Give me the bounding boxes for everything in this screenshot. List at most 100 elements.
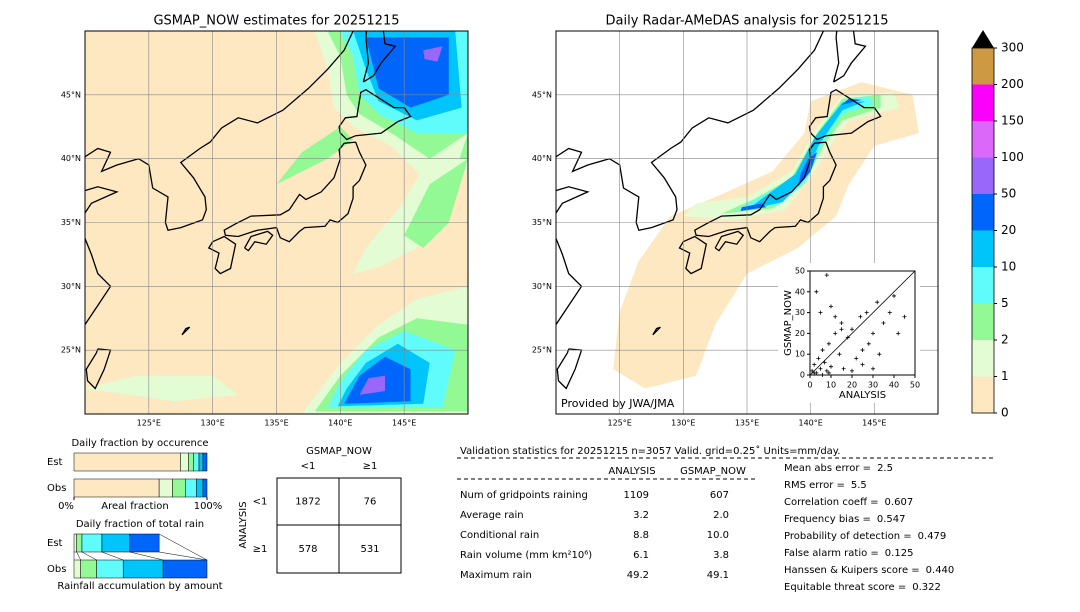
- x-tick-label: 0%: [58, 501, 74, 512]
- x-tick-label: 125°E: [608, 419, 632, 428]
- y-tick-label: 30: [795, 308, 805, 317]
- score-value: 0.440: [926, 565, 955, 576]
- precip-area: [683, 92, 900, 220]
- scatter-point: [829, 364, 833, 369]
- coastline: [714, 230, 745, 252]
- scatter-point: [810, 368, 815, 373]
- bar-segment: [202, 452, 208, 472]
- colorbar-segment: [972, 303, 994, 340]
- y-tick-label: 10: [795, 350, 805, 359]
- colorbar-extend: [972, 30, 994, 48]
- scatter-point: [875, 300, 880, 305]
- bar-segment: [81, 533, 103, 553]
- scatter-point: [877, 352, 882, 357]
- stat-value: 49.1: [707, 570, 729, 581]
- column-header: GSMAP_NOW: [680, 466, 746, 477]
- coastline: [181, 326, 191, 336]
- scatter-point: [841, 366, 846, 371]
- scatter-point: [824, 273, 829, 278]
- y-tick-label: 35°N: [532, 218, 552, 227]
- colorbar-segment: [972, 194, 994, 231]
- stat-label: Rain volume (mm km²10⁶): [460, 550, 592, 561]
- scatter-point: [824, 368, 829, 373]
- score: Hanssen & Kuipers score = 0.440: [784, 565, 954, 576]
- colorbar-label: 50: [1001, 187, 1016, 201]
- score: Probability of detection = 0.479: [784, 531, 946, 542]
- precip-area: [85, 375, 239, 402]
- y-tick-label: 0: [800, 371, 805, 380]
- score-value: 0.547: [877, 514, 906, 525]
- scatter-point: [881, 321, 886, 325]
- y-tick-label: 20: [795, 329, 805, 338]
- scatter-point: [858, 314, 863, 319]
- score-label: Hanssen & Kuipers score =: [784, 565, 920, 576]
- precip-area: [734, 96, 875, 211]
- y-tick-label: 40: [795, 287, 805, 296]
- scatter-point: [839, 321, 844, 325]
- score-value: 0.479: [918, 531, 947, 542]
- map-title: GSMAP_NOW estimates for 20251215: [153, 14, 399, 29]
- stat-value: 3.8: [713, 550, 729, 561]
- score-label: Mean abs error =: [784, 463, 871, 474]
- bar-segment: [80, 559, 97, 579]
- stat-value: 607: [710, 490, 729, 501]
- stat-value: 49.2: [627, 570, 649, 581]
- x-tick-label: 40: [889, 381, 899, 390]
- scatter-point: [854, 356, 859, 361]
- colorbar-label: 1: [1001, 369, 1009, 383]
- coastline: [556, 348, 583, 390]
- scatter-point: [860, 348, 865, 353]
- bar-segment: [172, 478, 186, 498]
- scatter-point: [820, 373, 825, 377]
- table-cell: 578: [298, 544, 317, 555]
- stat-value: 2.0: [713, 510, 729, 521]
- column-header: ANALYSIS: [608, 466, 655, 477]
- scatter-point: [902, 314, 907, 319]
- bar-segment: [73, 478, 160, 498]
- y-tick-label: 50: [795, 267, 805, 276]
- scatter-point: [866, 341, 871, 346]
- y-tick-label: 30°N: [61, 282, 81, 291]
- connector: [101, 551, 124, 561]
- colorbar-label: 100: [1001, 150, 1024, 164]
- map-area: [85, 31, 468, 414]
- colorbar-label: 5: [1001, 296, 1009, 310]
- x-axis-label: Areal fraction: [101, 501, 168, 512]
- colorbar-segment: [972, 157, 994, 194]
- x-tick-label: 130°E: [201, 419, 225, 428]
- col-label: ≥1: [363, 461, 378, 472]
- scatter-point: [837, 352, 842, 357]
- x-tick-label: 50: [910, 381, 920, 390]
- row-label: Est: [47, 538, 63, 549]
- score-value: 2.5: [877, 463, 893, 474]
- x-tick-label: 140°E: [328, 419, 352, 428]
- x-axis-label: ANALYSIS: [839, 390, 886, 401]
- x-tick-label: 145°E: [862, 419, 886, 428]
- scatter-point: [833, 314, 838, 319]
- score: Equitable threat score = 0.322: [784, 582, 941, 593]
- col-label: <1: [301, 461, 316, 472]
- colorbar-label: 150: [1001, 114, 1024, 128]
- scatter-point: [814, 289, 819, 294]
- scatter-point: [860, 362, 865, 367]
- colorbar-segment: [972, 84, 994, 121]
- y-tick-label: 25°N: [61, 346, 81, 355]
- x-tick-label: 145°E: [392, 419, 416, 428]
- scatter-point: [833, 331, 838, 336]
- x-tick-label: 10: [826, 381, 836, 390]
- bar-segment: [73, 559, 81, 579]
- y-tick-label: 40°N: [61, 154, 81, 163]
- coastline: [832, 31, 867, 83]
- row-label: Obs: [47, 483, 66, 494]
- stats-header: Validation statistics for 20251215 n=305…: [460, 445, 840, 457]
- stat-value: 8.8: [633, 530, 649, 541]
- connector: [129, 551, 164, 561]
- map-title: Daily Radar-AMeDAS analysis for 20251215: [606, 14, 889, 29]
- scatter-point: [896, 331, 901, 336]
- x-tick-label: 135°E: [735, 419, 759, 428]
- scatter-point: [816, 356, 821, 361]
- x-tick-label: 20: [847, 381, 857, 390]
- stat-label: Average rain: [460, 510, 524, 521]
- bar-segment: [129, 533, 160, 553]
- x-tick-label: 130°E: [671, 419, 695, 428]
